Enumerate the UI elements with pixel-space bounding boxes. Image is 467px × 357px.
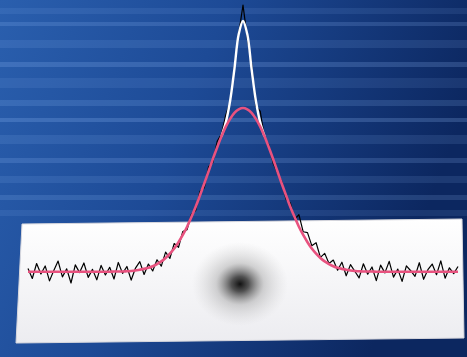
background [0, 0, 467, 357]
streak [0, 100, 467, 106]
series-line [222, 21, 265, 136]
streak [0, 8, 467, 14]
series-line [28, 108, 458, 272]
streak [0, 118, 467, 122]
streak [0, 210, 467, 216]
streak [0, 158, 467, 163]
image-slab [16, 219, 464, 343]
series-line [28, 5, 458, 283]
streak [0, 62, 467, 67]
streak [0, 135, 467, 144]
streak [0, 22, 467, 26]
streak [0, 40, 467, 48]
blurred-spot [192, 242, 288, 326]
plot-area [28, 5, 458, 283]
streak [0, 176, 467, 183]
streak [0, 195, 467, 200]
figure [0, 0, 467, 357]
